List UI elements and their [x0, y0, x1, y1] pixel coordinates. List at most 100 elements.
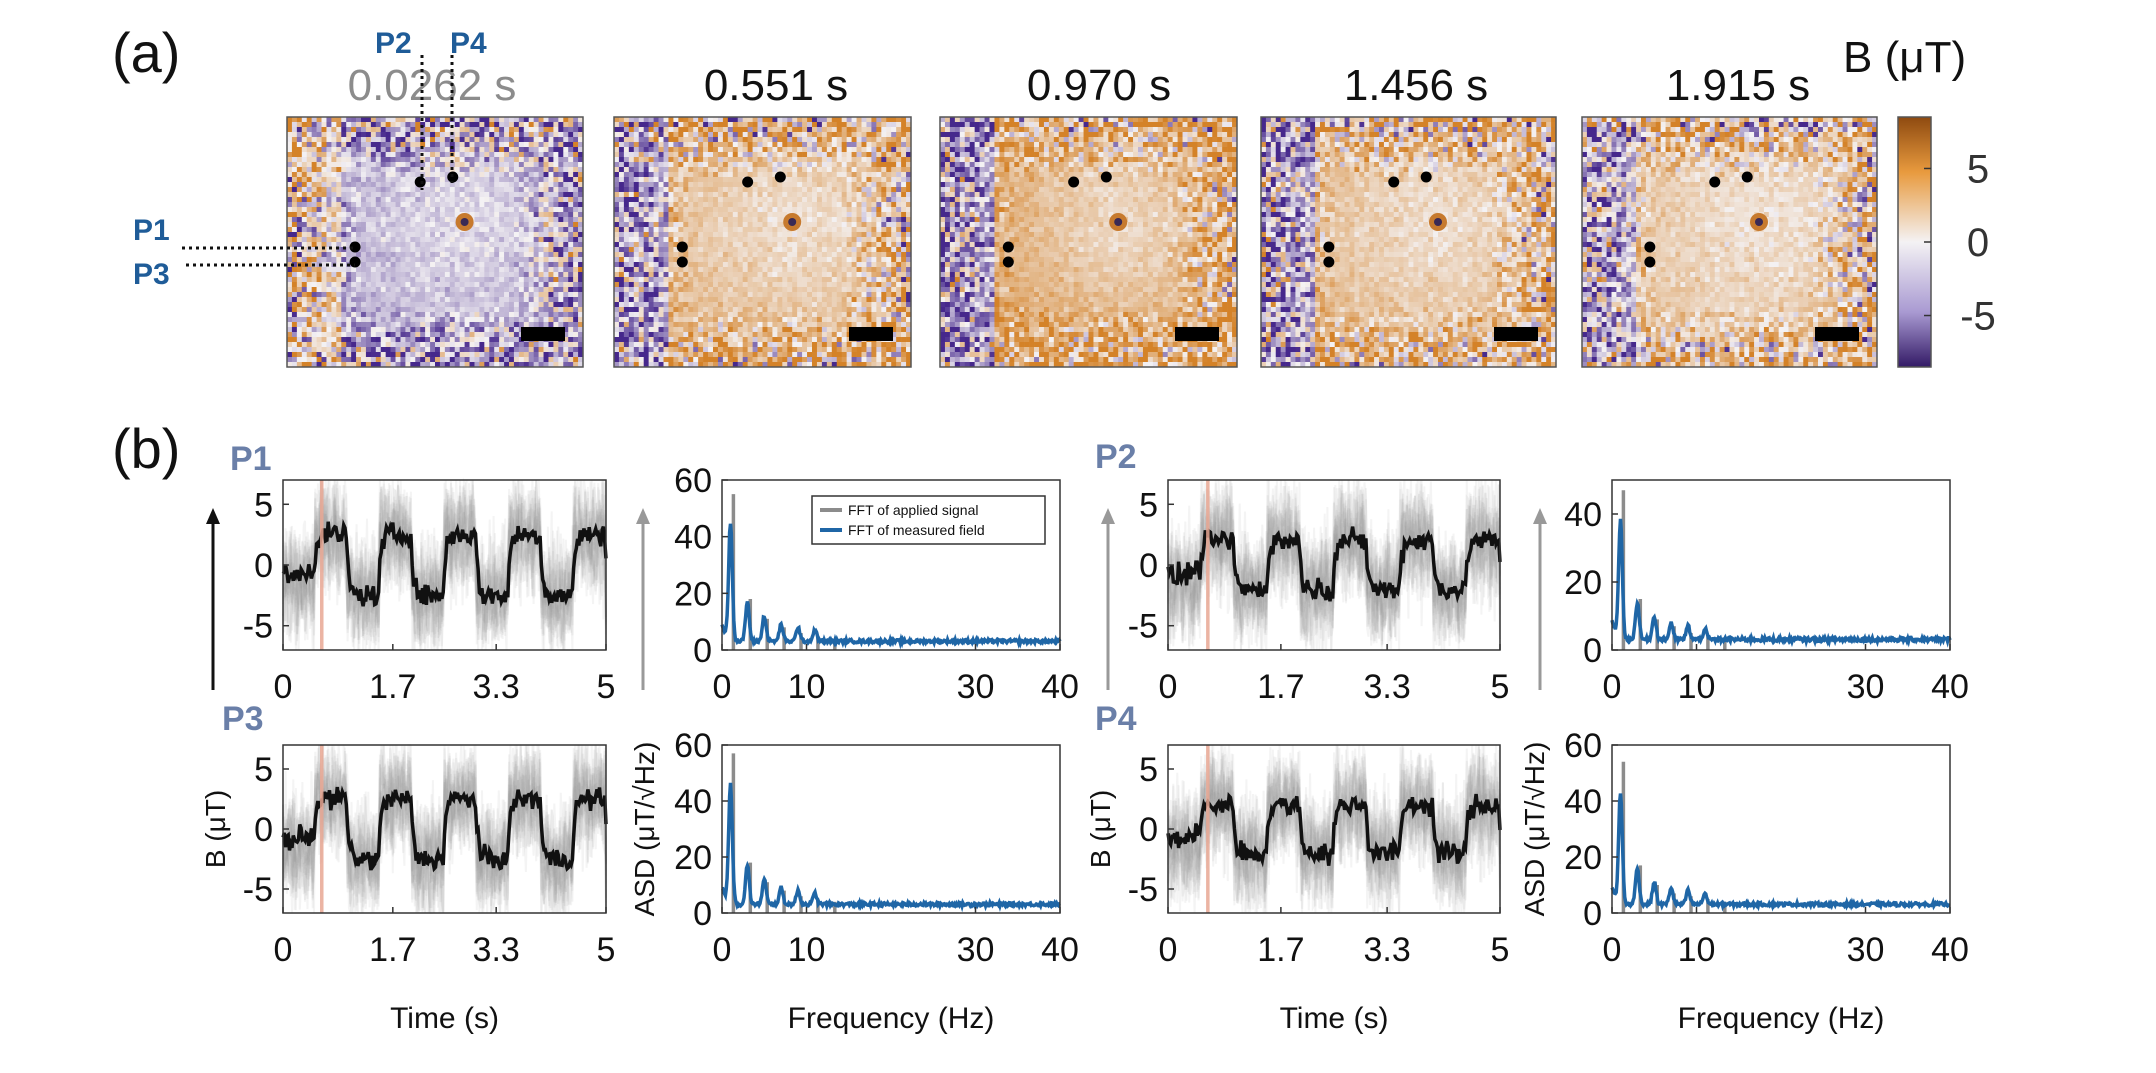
- map-pixel: [375, 242, 382, 248]
- map-pixel: [444, 342, 451, 348]
- map-pixel: [693, 152, 699, 158]
- map-pixel: [698, 152, 704, 158]
- map-pixel: [703, 207, 709, 213]
- map-pixel: [469, 187, 475, 193]
- map-pixel: [901, 182, 907, 188]
- map-pixel: [792, 167, 798, 173]
- map-pixel: [361, 152, 367, 158]
- map-pixel: [876, 152, 882, 158]
- map-pixel: [578, 182, 584, 188]
- map-pixel: [698, 242, 704, 248]
- map-pixel: [474, 242, 480, 248]
- map-pixel: [553, 262, 559, 268]
- map-pixel: [643, 127, 649, 133]
- map-pixel: [321, 212, 327, 218]
- map-pixel: [474, 182, 480, 188]
- map-pixel: [439, 307, 446, 313]
- map-pixel: [747, 207, 753, 213]
- map-pixel: [901, 167, 907, 173]
- map-pixel: [782, 142, 788, 148]
- map-pixel: [370, 122, 377, 128]
- map-pixel: [881, 177, 887, 183]
- map-pixel: [683, 202, 689, 208]
- map-pixel: [797, 167, 803, 173]
- map-pixel: [444, 222, 451, 228]
- map-pixel: [296, 142, 303, 148]
- map-pixel: [301, 182, 308, 188]
- map-pixel: [489, 122, 495, 128]
- map-pixel: [633, 267, 640, 273]
- map-pixel: [430, 237, 436, 243]
- map-pixel: [420, 302, 426, 308]
- map-pixel: [663, 217, 669, 223]
- map-pixel: [469, 117, 475, 123]
- map-pixel: [494, 122, 500, 128]
- map-pixel: [708, 172, 714, 178]
- map-pixel: [395, 192, 401, 198]
- map-pixel: [449, 307, 456, 313]
- map-pixel: [563, 162, 569, 168]
- map-pixel: [881, 277, 887, 283]
- map-pixel: [891, 207, 897, 213]
- map-pixel: [538, 222, 544, 228]
- map-pixel: [713, 157, 719, 163]
- map-pixel: [449, 187, 456, 193]
- map-pixel: [336, 222, 342, 228]
- map-pixel: [439, 232, 446, 238]
- map-pixel: [499, 172, 505, 178]
- map-pixel: [528, 277, 534, 283]
- map-pixel: [807, 132, 813, 138]
- map-pixel: [826, 242, 833, 248]
- map-pixel: [444, 302, 451, 308]
- map-pixel: [331, 342, 337, 348]
- map-pixel: [484, 292, 490, 298]
- map-pixel: [663, 147, 669, 153]
- map-pixel: [802, 237, 808, 243]
- map-pixel: [653, 157, 659, 163]
- map-pixel: [693, 217, 699, 223]
- map-pixel: [732, 152, 739, 158]
- map-pixel: [578, 242, 584, 248]
- map-pixel: [628, 202, 635, 208]
- map-pixel: [499, 127, 505, 133]
- map-pixel: [628, 162, 635, 168]
- map-pixel: [365, 337, 372, 343]
- map-pixel: [871, 247, 877, 253]
- map-pixel: [513, 317, 520, 323]
- map-pixel: [420, 237, 426, 243]
- map-pixel: [425, 117, 431, 123]
- map-pixel: [405, 257, 411, 263]
- map-pixel: [846, 237, 852, 243]
- map-pixel: [663, 242, 669, 248]
- map-pixel: [578, 337, 584, 343]
- map-pixel: [296, 337, 303, 343]
- map-pixel: [638, 262, 644, 268]
- map-pixel: [633, 152, 640, 158]
- map-pixel: [558, 342, 564, 348]
- map-pixel: [896, 222, 902, 228]
- map-pixel: [375, 322, 382, 328]
- map-pixel: [435, 252, 441, 258]
- map-pixel: [356, 152, 362, 158]
- map-pixel: [558, 162, 564, 168]
- map-pixel: [370, 147, 377, 153]
- map-pixel: [385, 202, 391, 208]
- map-pixel: [494, 267, 500, 273]
- map-pixel: [543, 152, 549, 158]
- map-pixel: [717, 197, 724, 203]
- map-pixel: [449, 222, 456, 228]
- map-pixel: [321, 252, 327, 258]
- map-pixel: [326, 252, 332, 258]
- map-pixel: [628, 157, 635, 163]
- map-pixel: [484, 357, 490, 363]
- map-pixel: [826, 227, 833, 233]
- map-pixel: [792, 197, 798, 203]
- map-pixel: [341, 272, 347, 278]
- map-pixel: [370, 317, 377, 323]
- map-pixel: [410, 212, 416, 218]
- map-pixel: [826, 207, 833, 213]
- map-pixel: [816, 212, 823, 218]
- map-pixel: [826, 277, 833, 283]
- map-pixel: [400, 257, 406, 263]
- map-pixel: [643, 267, 649, 273]
